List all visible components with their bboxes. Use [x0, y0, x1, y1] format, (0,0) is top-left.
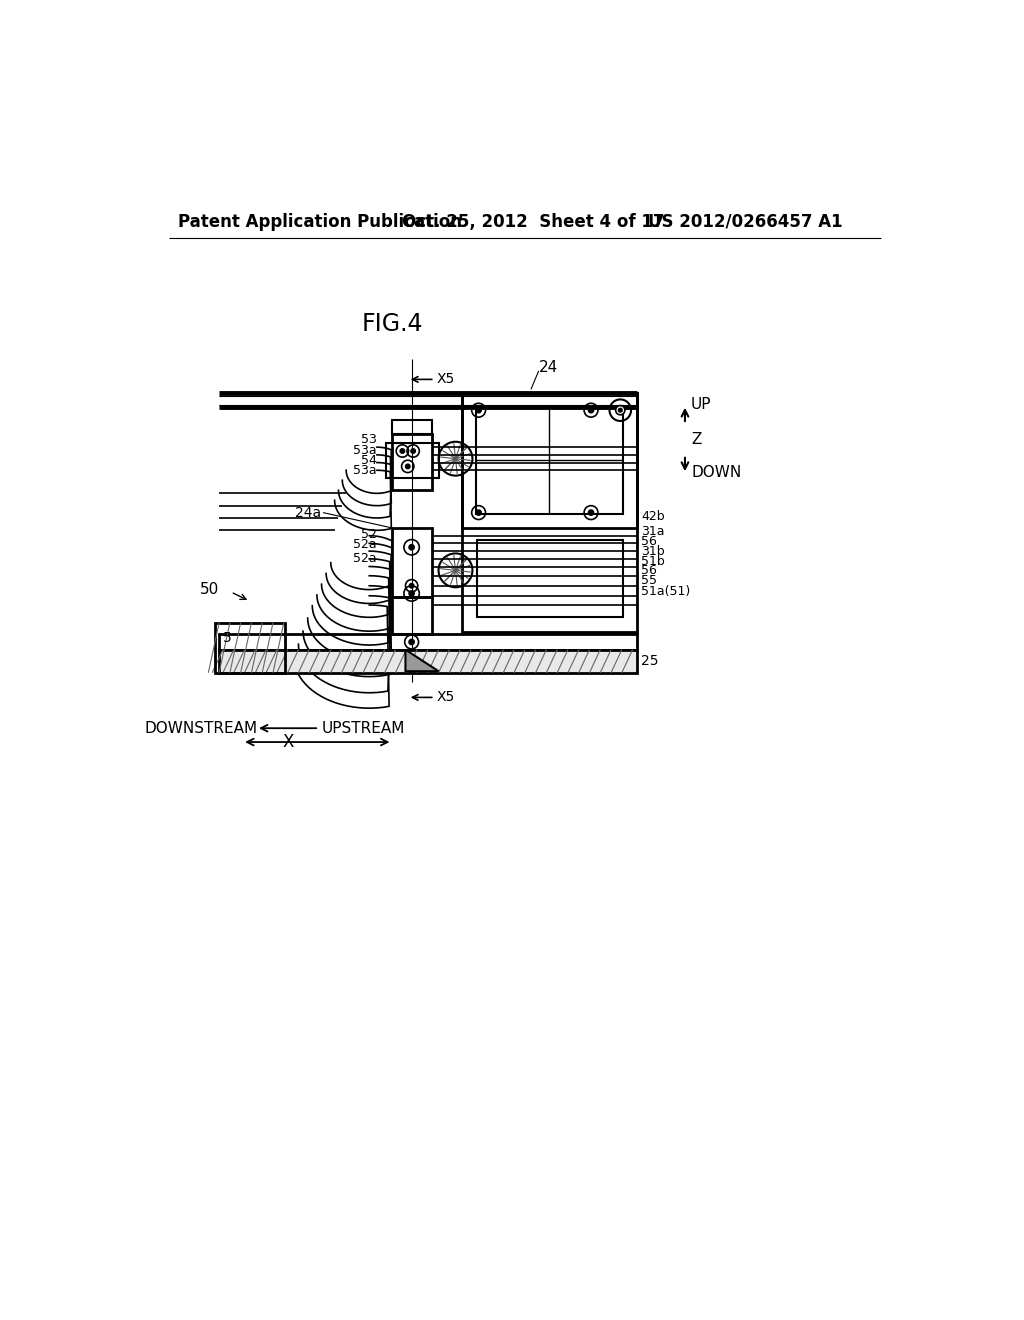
Circle shape	[589, 511, 593, 515]
Bar	[462, 393, 637, 528]
Circle shape	[406, 465, 410, 469]
Text: 51b: 51b	[641, 554, 665, 568]
Bar	[392, 528, 432, 597]
Bar	[392, 420, 432, 434]
Text: 31a: 31a	[641, 525, 665, 539]
Bar	[392, 434, 432, 490]
Bar	[219, 649, 637, 673]
Bar	[462, 393, 637, 632]
Text: X5: X5	[436, 690, 455, 705]
Text: 24: 24	[539, 360, 558, 375]
Text: UP: UP	[691, 397, 712, 412]
Circle shape	[410, 545, 414, 549]
Text: Z: Z	[691, 432, 701, 447]
Text: X: X	[283, 733, 294, 751]
Circle shape	[476, 408, 481, 412]
Text: 55: 55	[641, 574, 657, 587]
Text: 56: 56	[641, 564, 657, 577]
Text: X5: X5	[436, 372, 455, 387]
Text: Oct. 25, 2012  Sheet 4 of 17: Oct. 25, 2012 Sheet 4 of 17	[402, 213, 665, 231]
Bar	[215, 623, 285, 673]
Text: 42b: 42b	[641, 510, 665, 523]
Bar	[386, 444, 438, 478]
Text: 56: 56	[641, 536, 657, 548]
Text: FIG.4: FIG.4	[361, 312, 423, 337]
Text: UPSTREAM: UPSTREAM	[322, 721, 404, 735]
Bar	[477, 540, 624, 616]
Circle shape	[618, 409, 622, 412]
Polygon shape	[406, 649, 438, 671]
Text: 54: 54	[361, 454, 377, 467]
Text: 31b: 31b	[641, 545, 665, 557]
Text: DOWNSTREAM: DOWNSTREAM	[144, 721, 258, 735]
Text: 52a: 52a	[353, 539, 377, 552]
Circle shape	[400, 449, 404, 453]
Text: 51a(51): 51a(51)	[641, 585, 690, 598]
Text: DOWN: DOWN	[691, 465, 741, 480]
Circle shape	[589, 408, 593, 412]
Text: 50: 50	[200, 582, 219, 597]
Bar	[475, 407, 624, 515]
Circle shape	[476, 511, 481, 515]
Circle shape	[412, 449, 415, 453]
Circle shape	[410, 591, 414, 595]
Text: 52a: 52a	[353, 552, 377, 565]
Text: 24a: 24a	[295, 506, 322, 520]
Bar	[219, 635, 637, 649]
Circle shape	[410, 640, 414, 644]
Text: 25: 25	[641, 655, 658, 668]
Text: Patent Application Publication: Patent Application Publication	[178, 213, 462, 231]
Text: 5: 5	[223, 631, 231, 645]
Text: 52: 52	[361, 528, 377, 541]
Text: US 2012/0266457 A1: US 2012/0266457 A1	[648, 213, 843, 231]
Circle shape	[410, 583, 414, 587]
Text: 53a: 53a	[353, 445, 377, 458]
Circle shape	[615, 405, 625, 414]
Bar	[392, 597, 432, 635]
Text: 53: 53	[361, 433, 377, 446]
Text: 53a: 53a	[353, 463, 377, 477]
